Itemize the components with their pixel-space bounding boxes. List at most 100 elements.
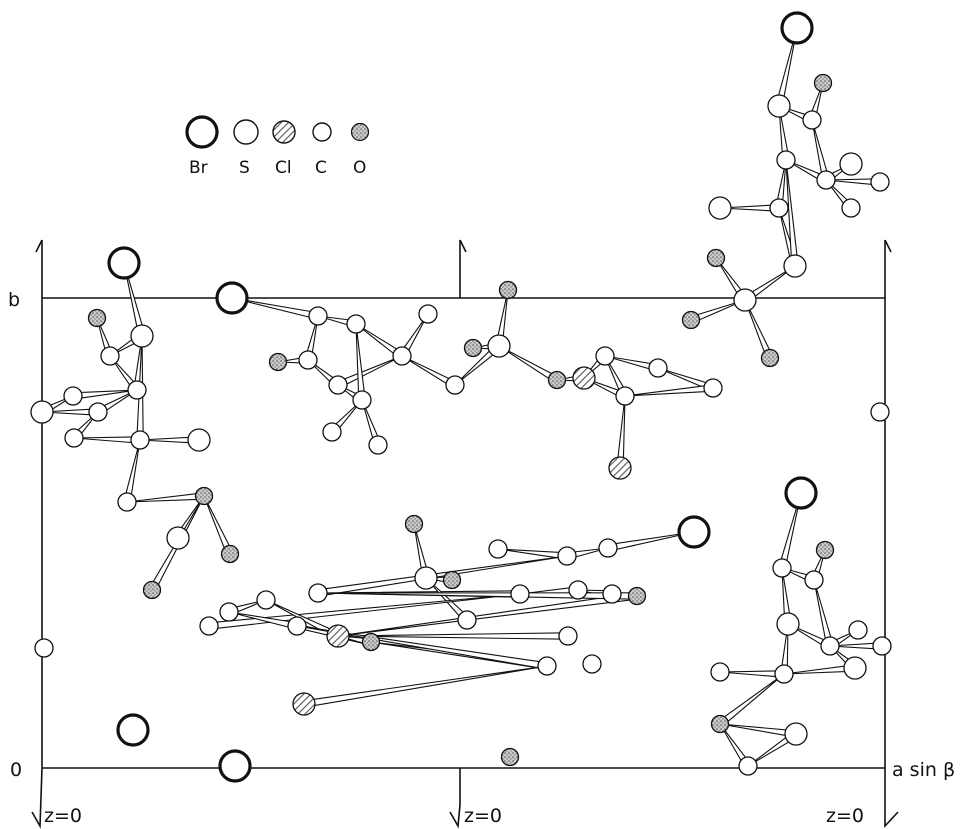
atom-c: [308, 306, 328, 326]
root-mark-mid: [449, 804, 461, 829]
atom-s: [843, 656, 867, 680]
atom-layer: [30, 11, 892, 783]
bond-line: [337, 592, 638, 637]
unit-cell-frame: [31, 239, 899, 829]
atom-c: [558, 626, 578, 646]
legend-c-circle: [312, 122, 332, 142]
atom-s: [166, 526, 190, 550]
hook-left-top: [35, 239, 43, 253]
atom-c: [769, 198, 789, 218]
atom-s: [784, 722, 808, 746]
atom-cl: [572, 366, 596, 390]
atom-o: [627, 586, 647, 606]
origin-label: 0: [10, 759, 22, 781]
atom-o: [760, 348, 780, 368]
atom-c: [287, 616, 307, 636]
z-marker-right: z=0: [826, 805, 864, 827]
atom-c: [418, 304, 438, 324]
atom-c: [322, 422, 342, 442]
atom-o: [500, 747, 520, 767]
atom-c: [557, 546, 577, 566]
atom-o: [268, 352, 288, 372]
atom-c: [457, 610, 477, 630]
atom-c: [88, 402, 108, 422]
atom-c: [582, 654, 602, 674]
atom-c: [199, 616, 219, 636]
atom-c: [595, 346, 615, 366]
bond-line: [717, 673, 785, 728]
atom-s: [839, 152, 863, 176]
a-sin-beta-label: a sin β: [892, 759, 955, 781]
root-mark-right: [884, 768, 899, 829]
legend-s-label: S: [239, 158, 250, 178]
atom-c: [710, 662, 730, 682]
atom-c: [368, 435, 388, 455]
atom-c: [328, 375, 348, 395]
atom-c: [841, 198, 861, 218]
atom-c: [130, 430, 150, 450]
atom-c: [820, 636, 840, 656]
atom-c: [804, 570, 824, 590]
atom-s: [130, 324, 154, 348]
atom-c: [308, 583, 328, 603]
atom-br: [107, 246, 141, 280]
atom-c: [445, 375, 465, 395]
atom-legend: Br S Cl C O: [185, 115, 370, 178]
atom-c: [510, 584, 530, 604]
atom-c: [34, 638, 54, 658]
legend-cl-label: Cl: [275, 158, 292, 178]
atom-c: [346, 314, 366, 334]
atom-c: [872, 636, 892, 656]
atom-o: [442, 570, 462, 590]
atom-c: [615, 386, 635, 406]
z-marker-left: z=0: [44, 805, 82, 827]
atom-c: [298, 350, 318, 370]
b-axis-label: b: [8, 289, 20, 311]
atom-o: [498, 280, 518, 300]
bond-layer: [39, 27, 883, 769]
legend-o-circle: [350, 122, 370, 142]
atom-o: [361, 632, 381, 652]
atom-c: [774, 664, 794, 684]
atom-o: [813, 73, 833, 93]
atom-s: [783, 254, 807, 278]
atom-o: [404, 514, 424, 534]
atom-c: [598, 538, 618, 558]
atom-c: [848, 620, 868, 640]
atom-c: [870, 172, 890, 192]
hook-right-top: [884, 239, 892, 253]
root-mark-left: [31, 767, 43, 829]
legend-s-circle: [233, 119, 259, 145]
atom-s: [30, 400, 54, 424]
atom-c: [127, 380, 147, 400]
atom-br: [218, 749, 252, 783]
legend-cl-circle: [272, 120, 296, 144]
atom-c: [117, 492, 137, 512]
atom-br: [784, 476, 818, 510]
atom-cl: [326, 624, 350, 648]
atom-c: [703, 378, 723, 398]
legend-o-label: O: [353, 158, 366, 178]
atom-s: [487, 334, 511, 358]
atom-c: [738, 756, 758, 776]
atom-cl: [292, 692, 316, 716]
atom-o: [815, 540, 835, 560]
atom-o: [463, 338, 483, 358]
atom-c: [870, 402, 890, 422]
atom-c: [64, 428, 84, 448]
bond-line: [355, 323, 366, 401]
atom-c: [776, 150, 796, 170]
atom-c: [100, 346, 120, 366]
atom-c: [392, 346, 412, 366]
atom-c: [352, 390, 372, 410]
bond-line: [316, 555, 568, 597]
hook-mid-top: [459, 239, 467, 253]
atom-s: [708, 196, 732, 220]
atom-s: [767, 94, 791, 118]
atom-o: [194, 486, 214, 506]
atom-c: [816, 170, 836, 190]
atom-c: [602, 584, 622, 604]
atom-s: [733, 288, 757, 312]
atom-c: [802, 110, 822, 130]
bond-line: [302, 665, 548, 708]
